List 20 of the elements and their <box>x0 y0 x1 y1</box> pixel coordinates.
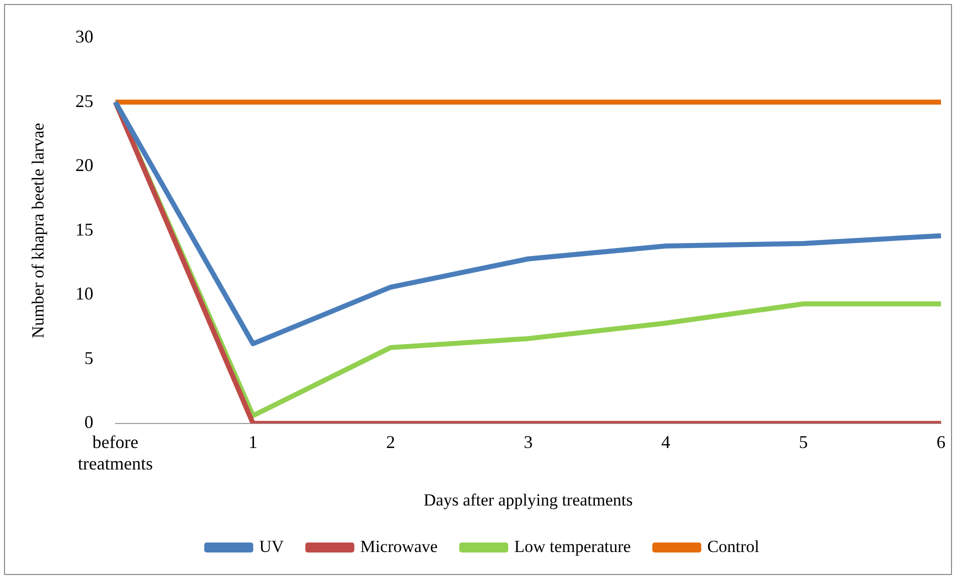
legend-label: Low temperature <box>514 536 631 556</box>
legend-label: Control <box>707 536 760 556</box>
legend-label: UV <box>259 536 285 556</box>
x-tick-label: 3 <box>524 432 533 452</box>
y-tick-label: 15 <box>75 219 94 240</box>
y-tick-label: 5 <box>84 348 94 368</box>
y-tick-label: 20 <box>75 155 94 176</box>
x-tick-label: 2 <box>386 432 396 452</box>
x-tick-label: 5 <box>798 432 808 452</box>
y-tick-label: 10 <box>75 284 94 304</box>
x-tick-label: before treatments <box>78 432 153 474</box>
y-axis-title: Number of khapra beetle larvae <box>28 122 48 338</box>
x-tick-label: 6 <box>936 432 946 452</box>
x-tick-label: 1 <box>248 432 258 452</box>
x-tick-label: 4 <box>661 432 670 452</box>
legend-label: Microwave <box>360 536 438 556</box>
y-tick-label: 25 <box>75 90 94 111</box>
y-tick-label: 0 <box>84 412 94 432</box>
x-axis-title: Days after applying treatments <box>424 490 633 510</box>
y-tick-label: 30 <box>75 26 94 47</box>
